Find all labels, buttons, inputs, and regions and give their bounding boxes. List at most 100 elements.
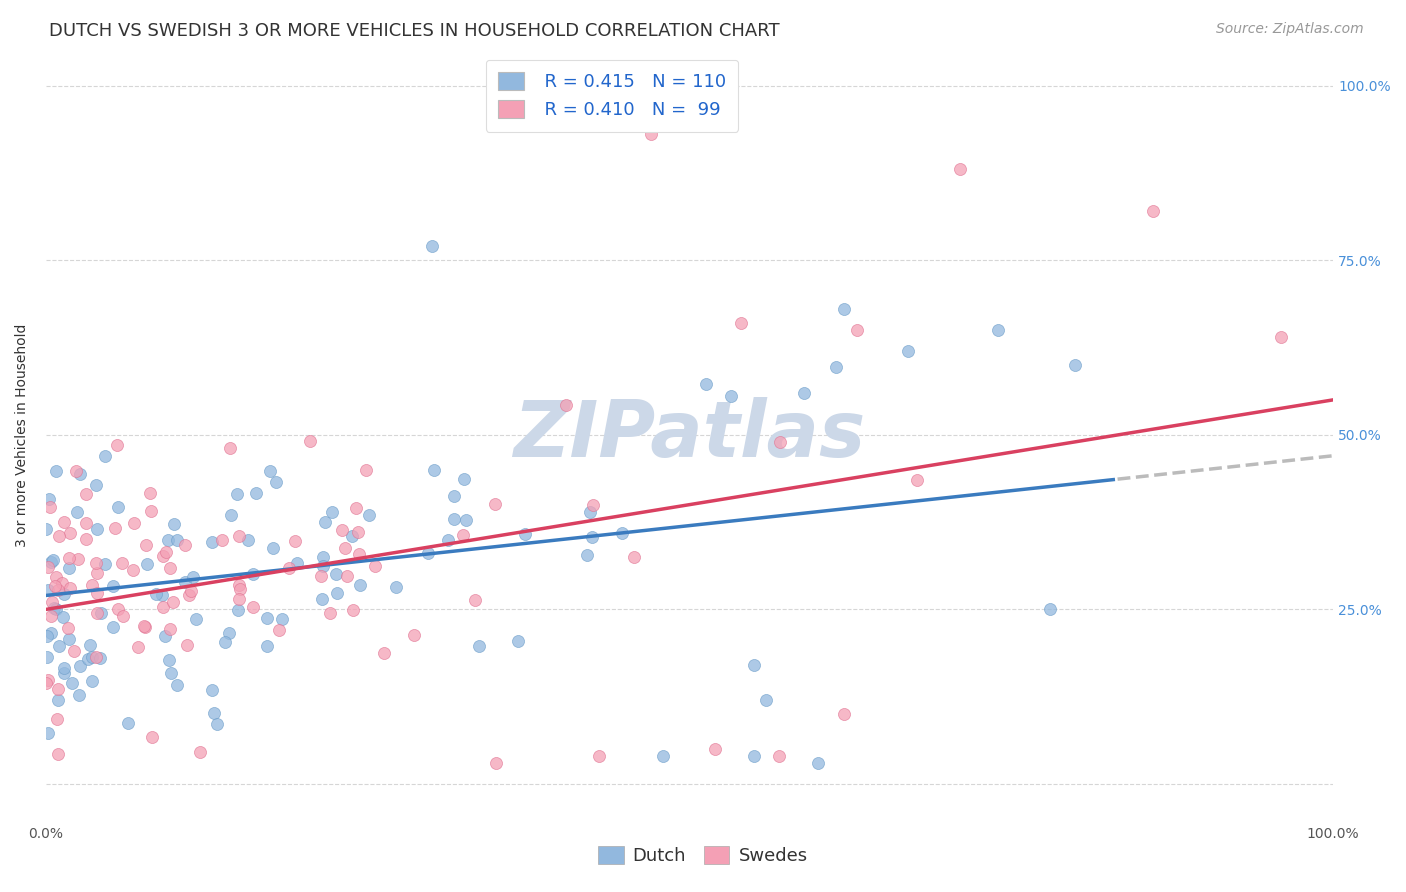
Point: [94, 557, 117, 571]
Point: [86, 606, 108, 620]
Point: [117, 715, 139, 730]
Point: [80, 673, 103, 688]
Point: [582, 498, 605, 512]
Point: [264, 475, 287, 489]
Point: [44, 579, 66, 593]
Point: [48, 528, 70, 542]
Point: [39, 555, 62, 569]
Point: [45, 465, 67, 479]
Point: [105, 437, 128, 451]
Point: [349, 547, 371, 561]
Point: [179, 588, 201, 602]
Point: [136, 557, 159, 571]
Point: [101, 579, 124, 593]
Point: [420, 239, 443, 253]
Point: [347, 525, 370, 540]
Legend:   R = 0.415   N = 110,   R = 0.410   N =  99: R = 0.415 N = 110, R = 0.410 N = 99: [485, 60, 738, 132]
Point: [402, 628, 425, 642]
Point: [314, 516, 336, 530]
Point: [202, 706, 225, 721]
Point: [46, 681, 69, 696]
Point: [555, 398, 578, 412]
Point: [186, 612, 208, 626]
Point: [58, 551, 80, 566]
Point: [35, 629, 58, 643]
Point: [575, 549, 598, 563]
Point: [94, 449, 117, 463]
Point: [730, 316, 752, 330]
Point: [832, 302, 855, 317]
Point: [742, 749, 765, 764]
Point: [139, 486, 162, 500]
Point: [53, 665, 76, 680]
Point: [229, 582, 252, 596]
Point: [228, 529, 250, 543]
Point: [485, 756, 508, 771]
Point: [45, 602, 67, 616]
Text: Source: ZipAtlas.com: Source: ZipAtlas.com: [1216, 22, 1364, 37]
Point: [39, 626, 62, 640]
Point: [228, 578, 250, 592]
Point: [67, 552, 90, 566]
Point: [37, 726, 59, 740]
Point: [437, 533, 460, 547]
Point: [344, 501, 367, 516]
Point: [35, 675, 58, 690]
Point: [453, 471, 475, 485]
Point: [86, 522, 108, 536]
Point: [201, 535, 224, 549]
Point: [53, 515, 76, 529]
Point: [359, 508, 381, 522]
Point: [987, 323, 1010, 337]
Point: [588, 749, 610, 764]
Point: [285, 557, 308, 571]
Point: [623, 549, 645, 564]
Point: [157, 653, 180, 667]
Point: [86, 650, 108, 665]
Text: ZIPatlas: ZIPatlas: [513, 397, 865, 473]
Point: [48, 640, 70, 654]
Point: [80, 578, 103, 592]
Point: [39, 500, 62, 514]
Point: [107, 500, 129, 514]
Point: [742, 658, 765, 673]
Point: [755, 693, 778, 707]
Point: [1039, 602, 1062, 616]
Y-axis label: 3 or more Vehicles in Household: 3 or more Vehicles in Household: [15, 323, 30, 547]
Legend: Dutch, Swedes: Dutch, Swedes: [589, 838, 817, 874]
Point: [86, 585, 108, 599]
Point: [454, 513, 477, 527]
Point: [156, 533, 179, 548]
Point: [60, 675, 83, 690]
Point: [127, 640, 149, 654]
Point: [443, 511, 465, 525]
Point: [905, 474, 928, 488]
Point: [581, 530, 603, 544]
Point: [166, 533, 188, 548]
Point: [259, 464, 281, 478]
Point: [166, 678, 188, 692]
Point: [159, 622, 181, 636]
Point: [269, 623, 291, 637]
Point: [214, 635, 236, 649]
Point: [825, 360, 848, 375]
Point: [342, 603, 364, 617]
Point: [218, 626, 240, 640]
Point: [111, 557, 134, 571]
Point: [333, 541, 356, 555]
Point: [59, 525, 82, 540]
Point: [579, 504, 602, 518]
Point: [86, 557, 108, 571]
Point: [46, 583, 69, 598]
Point: [228, 592, 250, 607]
Point: [141, 730, 163, 744]
Point: [107, 602, 129, 616]
Point: [59, 581, 82, 595]
Point: [101, 620, 124, 634]
Point: [152, 549, 174, 564]
Point: [768, 749, 790, 764]
Point: [67, 688, 90, 702]
Point: [45, 570, 67, 584]
Point: [134, 620, 156, 634]
Point: [58, 622, 80, 636]
